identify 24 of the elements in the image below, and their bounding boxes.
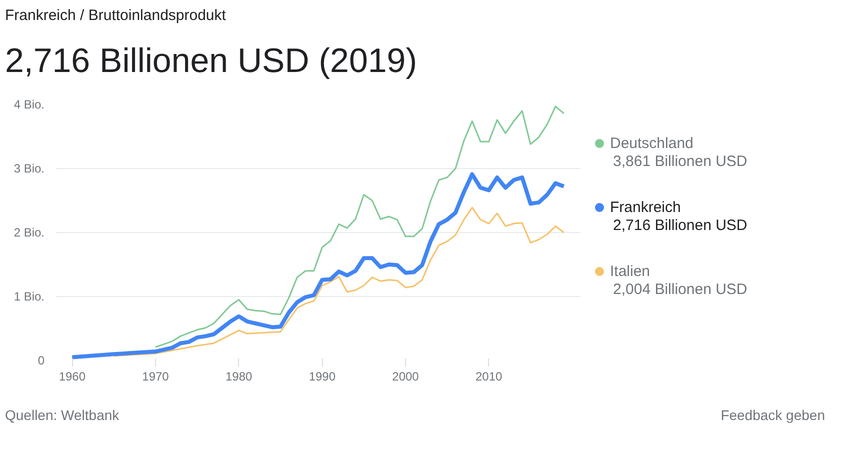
y-tick-label: 4 Bio.	[14, 98, 44, 112]
y-tick-label: 0	[38, 354, 45, 368]
x-tick-label: 2010	[475, 370, 503, 384]
y-tick-label: 2 Bio.	[14, 226, 44, 240]
x-tick-label: 2000	[392, 370, 420, 384]
x-tick-label: 1990	[308, 370, 336, 384]
y-tick-label: 3 Bio.	[14, 162, 44, 176]
text: 2,716 Billionen USD	[613, 217, 748, 234]
chart-title: 2,716 Billionen USD (2019)	[5, 41, 418, 82]
x-tick-label: 1980	[225, 370, 253, 384]
x-tick-label: 1960	[58, 370, 86, 384]
chart-subtitle: Frankreich / Bruttoinlandsprodukt	[5, 6, 226, 26]
y-tick-label: 1 Bio.	[14, 290, 44, 304]
line-series	[113, 206, 565, 357]
text: Feedback geben	[720, 406, 825, 425]
source-note: Quellen: Weltbank	[5, 406, 120, 425]
legend-label: Frankreich	[610, 199, 681, 216]
x-tick-label: 1970	[142, 370, 170, 384]
legend-label: Italien	[610, 263, 650, 280]
text: 2,004 Billionen USD	[613, 281, 748, 298]
line-series	[70, 172, 566, 360]
legend-label: Deutschland	[610, 135, 694, 152]
line-series	[154, 106, 565, 348]
text: 3,861 Billionen USD	[613, 153, 748, 170]
